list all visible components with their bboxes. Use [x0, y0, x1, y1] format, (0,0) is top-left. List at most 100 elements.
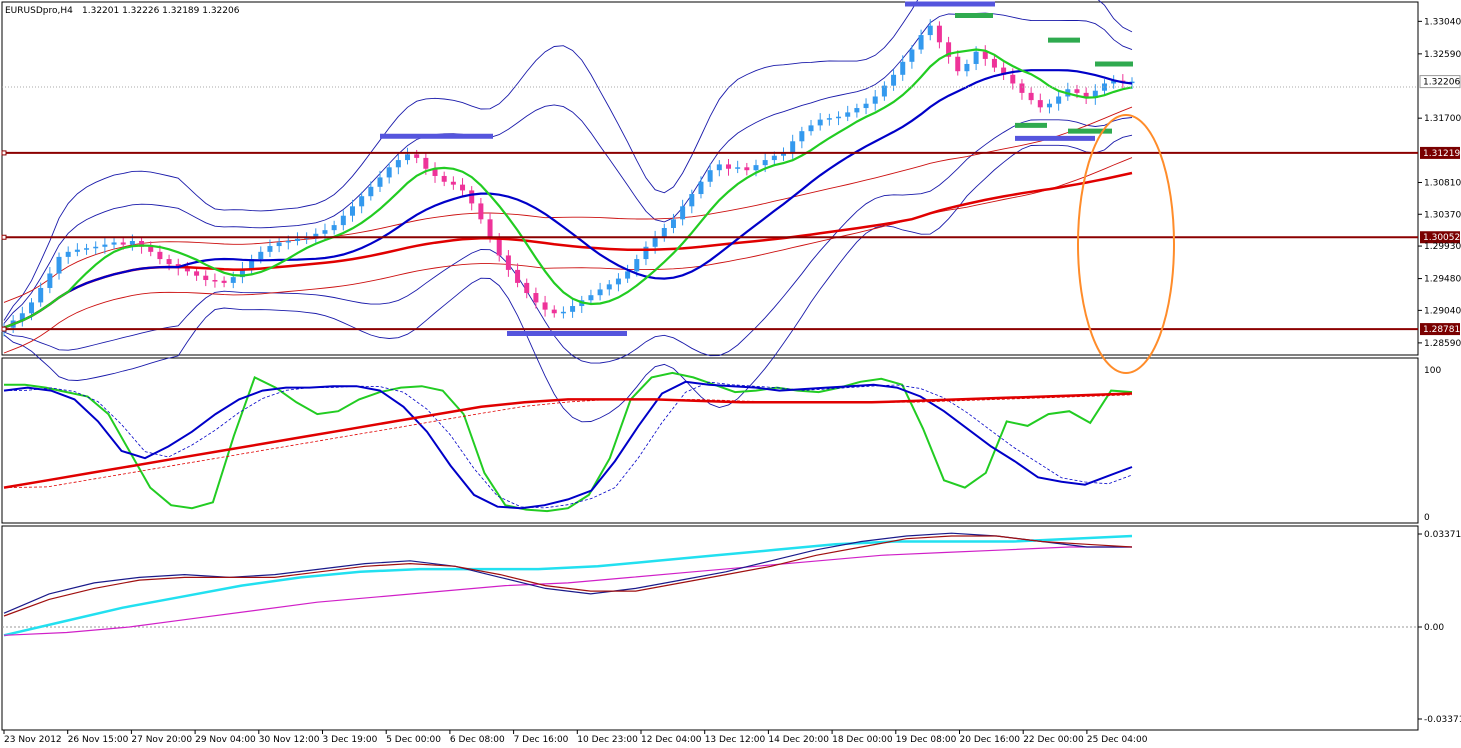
candle-body: [625, 271, 631, 279]
candle-body: [762, 160, 768, 166]
oscillator-blue-line: [3, 380, 1133, 510]
moving-averages: [3, 48, 1133, 329]
candle-body: [111, 242, 117, 245]
candle-body: [698, 181, 704, 195]
candle-body: [239, 268, 245, 278]
oscillator-lines: [3, 371, 1133, 513]
candle-body: [570, 306, 576, 312]
candle-body: [643, 246, 649, 260]
candle-body: [230, 277, 236, 283]
candle-body: [542, 302, 548, 310]
candle-body: [973, 51, 979, 64]
candle-body: [285, 241, 291, 243]
candle-body: [65, 251, 71, 257]
candle-body: [661, 227, 667, 238]
ma-blue-line: [3, 69, 1133, 329]
macd-pane[interactable]: [1, 525, 1419, 731]
candle-body: [450, 181, 456, 185]
time-tick-label: 19 Dec 08:00: [896, 735, 957, 745]
time-tick-label: 27 Nov 20:00: [131, 735, 192, 745]
candle-body: [203, 275, 209, 281]
macd-cyan-line: [3, 534, 1133, 637]
time-tick-label: 12 Dec 04:00: [641, 735, 702, 745]
candle-body: [487, 219, 493, 238]
price-tick-label: 1.31700: [1424, 114, 1461, 124]
candle-body: [102, 244, 108, 247]
time-tick-label: 20 Dec 16:00: [960, 735, 1021, 745]
candle-body: [460, 184, 466, 191]
time-tick-label: 10 Dec 23:00: [577, 735, 638, 745]
candle-body: [881, 85, 887, 97]
oscillator-tick-label: 100: [1424, 366, 1441, 376]
oscillator-red-signal: [3, 394, 1133, 488]
macd-magenta-line: [3, 546, 1132, 636]
macd-tick-label: -0.033718: [1424, 715, 1461, 725]
candle-body: [955, 56, 961, 72]
time-tick-label: 6 Dec 08:00: [450, 735, 505, 745]
candle-body: [891, 74, 897, 86]
candle-body: [469, 190, 475, 204]
quote-label: 1.32201 1.32226 1.32189 1.32206: [82, 6, 240, 16]
envelope-line: [3, 157, 1133, 354]
time-tick-label: 22 Dec 00:00: [1023, 735, 1084, 745]
candle-body: [790, 141, 796, 153]
candle-body: [505, 255, 511, 270]
oscillator-axis: 100 0: [1424, 366, 1441, 523]
chart-header: EURUSDpro,H4 1.32201 1.32226 1.32189 1.3…: [5, 6, 240, 16]
candle-body: [808, 125, 814, 132]
time-tick-label: 18 Dec 00:00: [832, 735, 893, 745]
candle-body: [1019, 83, 1025, 93]
candle-body: [157, 251, 163, 260]
oscillator-red-line: [3, 392, 1133, 489]
candle-body: [735, 167, 741, 169]
candle-body: [120, 242, 126, 245]
candle-body: [276, 242, 282, 247]
candle-body: [991, 58, 997, 68]
candle-body: [964, 63, 970, 72]
level-price-tag: [1420, 146, 1460, 159]
candle-body: [84, 248, 90, 250]
candle-body: [597, 289, 603, 296]
candle-body: [313, 233, 319, 237]
envelope-line: [3, 106, 1133, 303]
candle-body: [946, 42, 952, 57]
candle-body: [331, 225, 337, 231]
candle-body: [845, 112, 851, 117]
candle-body: [1037, 100, 1043, 108]
candle-body: [139, 241, 145, 247]
time-tick-label: 7 Dec 16:00: [514, 735, 569, 745]
current-price-tag: [1419, 75, 1461, 89]
time-tick-label: 13 Dec 12:00: [705, 735, 766, 745]
macd-darkred-line: [3, 535, 1133, 617]
candle-body: [194, 271, 200, 276]
candle-body: [1129, 81, 1135, 84]
time-tick-label: 25 Dec 04:00: [1087, 735, 1148, 745]
time-tick-label: 26 Nov 15:00: [68, 735, 129, 745]
candle-body: [927, 25, 933, 36]
candle-body: [340, 215, 346, 226]
candle-body: [166, 259, 172, 265]
candle-body: [423, 157, 429, 169]
candle-body: [524, 282, 530, 294]
candle-body: [725, 164, 731, 169]
candle-body: [184, 268, 190, 272]
candle-body: [93, 246, 99, 249]
candle-body: [799, 131, 805, 142]
candle-body: [38, 287, 44, 303]
candle-body: [744, 167, 750, 171]
candle-body: [680, 206, 686, 220]
level-handle: [1, 326, 7, 332]
oscillator-green-line: [4, 371, 1133, 513]
candle-body: [716, 164, 722, 171]
candle-body: [221, 280, 227, 283]
time-tick-label: 5 Dec 00:00: [386, 735, 441, 745]
candle-body: [267, 246, 273, 252]
macd-tick-label: 0.00: [1424, 623, 1444, 633]
candle-body: [1101, 83, 1107, 91]
candle-body: [1056, 96, 1062, 104]
candle-body: [515, 269, 521, 283]
price-tick-label: 1.32590: [1424, 50, 1461, 60]
oscillator-tick-label: 0: [1424, 513, 1430, 523]
price-tick-label: 1.30810: [1424, 178, 1461, 188]
